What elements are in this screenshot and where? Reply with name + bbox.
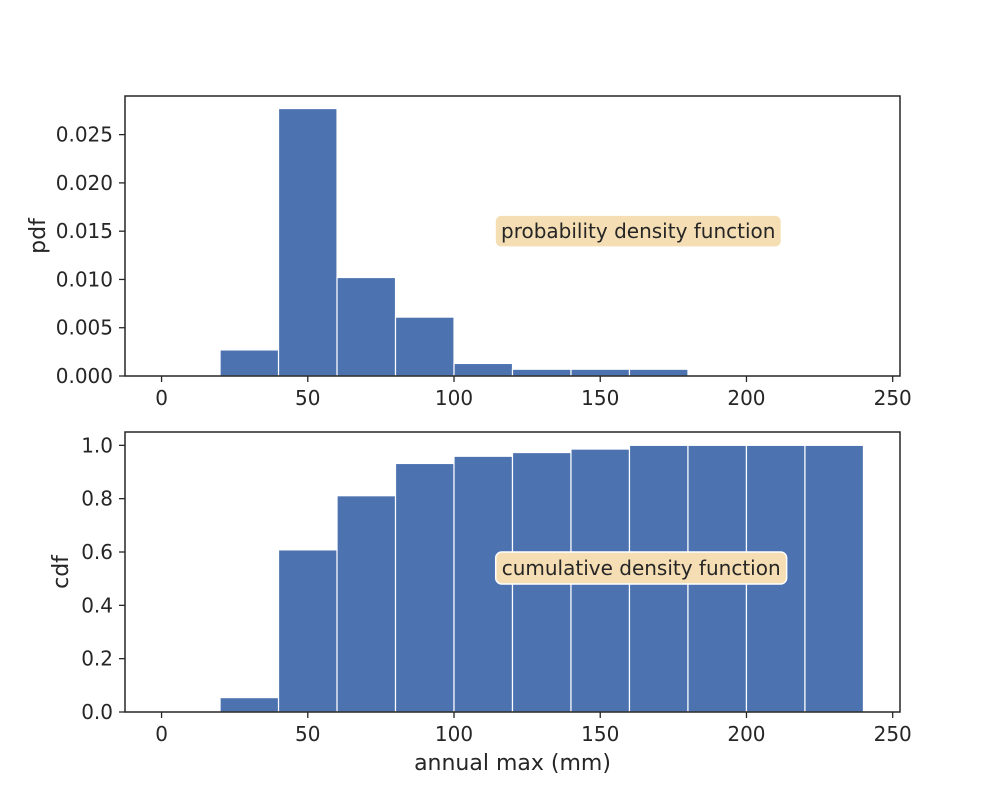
cdf-ytick-label-5: 1.0: [81, 433, 113, 457]
pdf-bar-8: [628, 368, 689, 377]
cdf-xtick-label-3: 150: [581, 722, 619, 746]
pdf-ytick-label-3: 0.015: [56, 219, 113, 243]
cdf-bar-2: [277, 549, 338, 713]
pdf-xtick-label-2: 100: [435, 386, 473, 410]
pdf-bar-7: [570, 368, 631, 377]
pdf-bar-6: [511, 368, 572, 377]
cdf-ytick-label-2: 0.4: [81, 593, 113, 617]
cdf-xtick-label-2: 100: [435, 722, 473, 746]
cdf-ytick-label-3: 0.6: [81, 540, 113, 564]
cdf-panel: 0 50 100 150 200 250 0.0 0.2 0.4 0.6 0.8 1.0 cdf annu…: [49, 431, 912, 776]
cdf-bar-4: [394, 462, 455, 713]
pdf-bar-1: [219, 349, 280, 377]
pdf-annotation-box: [494, 214, 783, 248]
pdf-axes-frame: [124, 95, 901, 377]
pdf-ytick-label-2: 0.010: [56, 267, 113, 291]
pdf-panel: 0 50 100 150 200 250 0.000 0.005 0.010 0.015 0.020…: [26, 95, 912, 410]
cdf-ytick-label-1: 0.2: [81, 647, 113, 671]
pdf-xtick-label-4: 200: [727, 386, 765, 410]
cdf-annotation-box: [494, 551, 788, 585]
cdf-xtick-label-0: 0: [155, 722, 168, 746]
pdf-ytick-label-0: 0.000: [56, 364, 113, 388]
pdf-xtick-label-3: 150: [581, 386, 619, 410]
cdf-bar-11: [804, 444, 865, 713]
pdf-bar-5: [453, 362, 514, 377]
cdf-ylabel: cdf: [49, 554, 74, 589]
cdf-bar-1: [219, 696, 280, 713]
pdf-ylabel: pdf: [26, 217, 51, 254]
cdf-bar-3: [336, 495, 397, 713]
pdf-bar-4: [394, 316, 455, 377]
pdf-xtick-label-0: 0: [155, 386, 168, 410]
pdf-ytick-label-4: 0.020: [56, 171, 113, 195]
pdf-xtick-label-5: 250: [874, 386, 912, 410]
pdf-ytick-label-1: 0.005: [56, 316, 113, 340]
pdf-annotation-text: probability density function: [501, 219, 775, 243]
pdf-bar-3: [336, 276, 397, 377]
cdf-xtick-label-5: 250: [874, 722, 912, 746]
cdf-annotation-text: cumulative density function: [502, 556, 781, 580]
cdf-ytick-label-0: 0.0: [81, 700, 113, 724]
cdf-xlabel: annual max (mm): [414, 751, 611, 776]
pdf-xtick-label-1: 50: [295, 386, 320, 410]
cdf-ytick-label-4: 0.8: [81, 487, 113, 511]
pdf-bar-2: [277, 107, 338, 377]
cdf-xtick-label-1: 50: [295, 722, 320, 746]
cdf-axes-frame: [124, 431, 901, 713]
pdf-ytick-label-5: 0.025: [56, 123, 113, 147]
cdf-xtick-label-4: 200: [727, 722, 765, 746]
